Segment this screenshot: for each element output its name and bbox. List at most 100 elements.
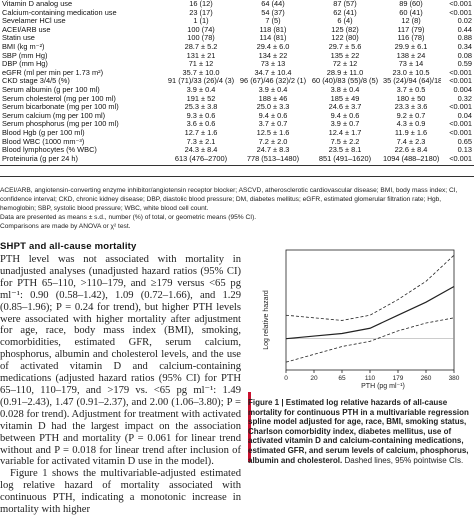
row-label: Sevelamer HCl use [2,17,66,26]
table-row: Serum calcium (mg per 100 ml) 9.3 ± 0.6 9.… [0,112,474,121]
p-value-cell: 0.59 [457,60,472,69]
value-cell: 114 (81) [259,34,287,43]
table-body: Vitamin D analog use 16 (12) 64 (44) 87 (57… [0,0,474,163]
value-cell: 3.7 ± 0.7 [258,120,288,129]
value-cell: 11.9 ± 1.6 [394,128,428,137]
confidence-bound-curve [285,254,455,321]
p-value-cell: 0.08 [457,51,472,60]
value-cell: 3.7 ± 0.5 [396,85,426,94]
value-cell: 125 (82) [331,25,359,34]
table-row: Serum bicarbonate (mg per 100 ml) 25.3 ± … [0,103,474,112]
table-row: Blood WBC (1000 mm⁻³) 7.3 ± 2.1 7.2 ± 2.0 7… [0,138,474,147]
table-footnote-rule [0,176,474,177]
value-cell: 12.4 ± 1.7 [328,128,362,137]
value-cell: 35 (24)/94 (64)/18 (12) [383,77,441,86]
table-row: Sevelamer HCl use 1 (1) 7 (5) 6 (4) 12 (8) 0.… [0,17,474,26]
data-presentation-note: Data are presented as means ± s.d., numb… [0,214,257,221]
value-cell: 118 (81) [259,25,287,34]
value-cell: 23 (17) [189,8,213,17]
value-cell: 24.6 ± 3.7 [328,103,362,112]
value-cell: 191 ± 52 [186,94,216,103]
value-cell: 64 (44) [261,0,285,8]
baseline-characteristics-table: Vitamin D analog use 16 (12) 64 (44) 87 (57… [0,0,474,163]
value-cell: 25.0 ± 3.3 [256,103,290,112]
value-cell: 9.4 ± 0.6 [330,111,360,120]
value-cell: 60 (40)/83 (55)/8 (5) [311,77,379,86]
spline-plot: 0 20 65 110 179 260 380 Log relative hazard PT… [263,249,460,390]
value-cell: 7.4 ± 2.3 [396,137,426,146]
section-heading: SHPT and all-cause mortality [0,241,137,252]
value-cell: 3.8 ± 0.4 [330,85,360,94]
value-cell: 87 (57) [333,0,357,8]
value-cell: 25.3 ± 3.8 [184,103,218,112]
p-value-cell: <0.001 [449,154,472,163]
value-cell: 117 (79) [397,25,425,34]
table-row: DBP (mm Hg) 71 ± 12 73 ± 13 72 ± 12 73 ± 14 0… [0,60,474,69]
table-row: SBP (mm Hg) 131 ± 21 134 ± 22 135 ± 22 138 ±… [0,52,474,61]
p-value-cell: <0.001 [449,120,472,129]
value-cell: 3.9 ± 0.4 [258,85,288,94]
row-label: ACEI/ARB use [2,25,51,34]
caption-rest: Dashed lines, 95% pointwise CIs. [342,455,464,465]
plot-frame [285,249,455,371]
x-tick-label: 65 [338,375,346,382]
p-value-cell: 0.004 [453,85,473,94]
row-label: Serum albumin (g per 100 ml) [2,85,100,94]
table-row: ACEI/ARB use 100 (74) 118 (81) 125 (82) 117 … [0,26,474,35]
table-row: Serum phosphorus (mg per 100 ml) 3.6 ± 0.… [0,120,474,129]
p-value-cell: 0.88 [457,34,472,43]
p-value-cell: 0.02 [457,17,472,26]
value-cell: 91 (71)/33 (26)/4 (3) [167,77,235,86]
value-cell: 35.7 ± 10.0 [182,68,220,77]
p-value-cell: <0.001 [449,128,472,137]
table-row: Proteinuria (g per 24 h) 613 (476–2700) 77… [0,155,474,164]
value-cell: 9.3 ± 0.6 [186,111,216,120]
value-cell: 34.7 ± 10.4 [254,68,292,77]
p-value-cell: 0.04 [457,111,472,120]
estimate-curve [285,285,455,340]
value-cell: 72 ± 12 [332,60,358,69]
value-cell: 100 (78) [187,34,215,43]
x-tick-label: 380 [449,375,460,382]
row-label: Blood WBC (1000 mm⁻³) [2,137,85,146]
value-cell: 23.5 ± 8.1 [328,146,362,155]
value-cell: 613 (476–2700) [174,154,228,163]
value-cell: 3.6 ± 0.6 [186,120,216,129]
value-cell: 24.3 ± 8.4 [184,146,218,155]
row-label: Statin use [2,34,35,43]
caption-title: Figure 1 | Estimated log relative hazard… [248,398,469,465]
p-value-cell: <0.001 [449,77,472,86]
value-cell: 73 ± 14 [398,60,424,69]
p-value-cell: <0.001 [449,0,472,8]
caption-accent-bar [248,392,251,462]
value-cell: 851 (491–1620) [318,154,372,163]
x-tick-label: 260 [421,375,432,382]
value-cell: 96 (67)/46 (32)/2 (1) [239,77,307,86]
value-cell: 7.3 ± 2.1 [186,137,216,146]
row-label: CKD stage 3/4/5 (%) [2,77,70,86]
table-row: Blood Hgb (g per 100 ml) 12.7 ± 1.6 12.5 ±… [0,129,474,138]
value-cell: 24.7 ± 8.3 [256,146,290,155]
abbreviations-note: ACEI/ARB, angiotensin-converting enzyme … [0,187,458,212]
value-cell: 22.6 ± 8.4 [394,146,428,155]
table-bottom-rule [0,165,474,166]
row-label: Calcium-containing medication use [2,8,117,17]
value-cell: 73 ± 13 [260,60,286,69]
value-cell: 62 (41) [333,8,357,17]
value-cell: 9.4 ± 0.6 [258,111,288,120]
body-paragraph-1: PTH level was not associated with mortal… [0,254,241,468]
value-cell: 100 (74) [187,25,215,34]
table-row: Vitamin D analog use 16 (12) 64 (44) 87 (57… [0,0,474,9]
row-label: Blood lymphocytes (% WBC) [2,146,97,155]
value-cell: 180 ± 50 [396,94,426,103]
value-cell: 54 (37) [261,8,285,17]
value-cell: 778 (513–1480) [246,154,300,163]
value-cell: 9.2 ± 0.7 [396,111,426,120]
p-value-cell: <0.001 [449,68,472,77]
value-cell: 7.2 ± 2.0 [258,137,288,146]
figure-caption: Figure 1 | Estimated log relative hazard… [248,398,474,465]
p-value-cell: 0.13 [457,146,472,155]
value-cell: 12.5 ± 1.6 [256,128,290,137]
value-cell: 71 ± 12 [188,60,214,69]
value-cell: 185 ± 49 [330,94,360,103]
